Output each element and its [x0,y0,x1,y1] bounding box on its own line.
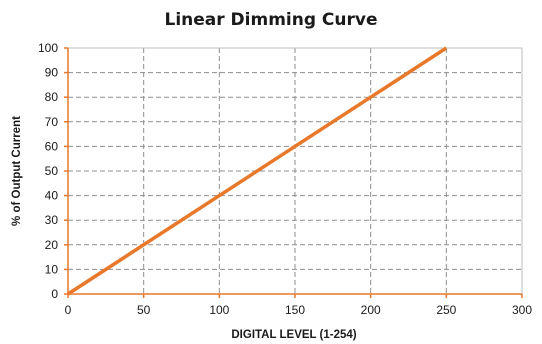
x-axis-label: DIGITAL LEVEL (1-254) [231,329,356,341]
y-tick-label: 60 [45,139,59,153]
y-tick-labels: 0 10 20 30 40 50 60 70 80 90 100 [38,41,58,301]
x-tick-label: 100 [209,303,229,317]
y-tick-label: 100 [38,41,58,55]
y-axis-label: % of Output Current [11,116,23,226]
y-tick-label: 30 [45,213,59,227]
y-tick-label: 80 [45,90,59,104]
y-tick-label: 0 [51,287,58,301]
series-group [67,46,448,296]
axes [64,47,523,298]
y-tick-label: 90 [45,66,59,80]
x-tick-label: 250 [436,303,456,317]
chart-title: Linear Dimming Curve [164,10,377,30]
x-tick-label: 0 [65,303,72,317]
x-tick-label: 300 [512,303,532,317]
x-tick-label: 200 [361,303,381,317]
y-tick-label: 50 [45,164,59,178]
series-line-0 [67,46,448,296]
x-tick-label: 50 [137,303,151,317]
y-tick-label: 20 [45,238,59,252]
x-tick-labels: 0 50 100 150 200 250 300 [65,303,533,317]
y-tick-label: 70 [45,115,59,129]
y-tick-label: 10 [45,262,59,276]
grid [68,47,523,294]
x-tick-label: 150 [285,303,305,317]
y-tick-label: 40 [45,189,59,203]
